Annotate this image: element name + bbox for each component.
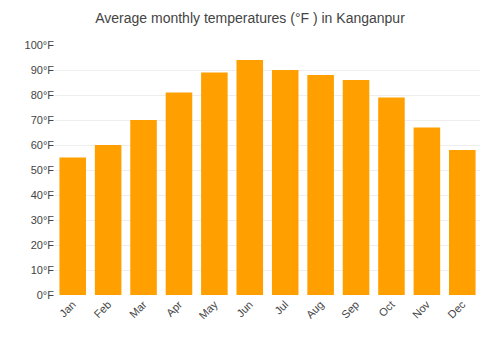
svg-text:80°F: 80°F	[31, 89, 55, 101]
svg-text:Jan: Jan	[57, 298, 78, 319]
svg-text:May: May	[197, 298, 221, 322]
svg-text:40°F: 40°F	[31, 189, 55, 201]
svg-text:60°F: 60°F	[31, 139, 55, 151]
svg-text:Aug: Aug	[304, 298, 326, 320]
svg-text:Dec: Dec	[445, 298, 468, 321]
svg-text:Jul: Jul	[272, 298, 290, 316]
svg-text:Feb: Feb	[92, 298, 114, 320]
svg-text:0°F: 0°F	[37, 289, 55, 301]
svg-text:50°F: 50°F	[31, 164, 55, 176]
svg-text:Nov: Nov	[410, 298, 433, 321]
svg-text:Oct: Oct	[376, 298, 397, 319]
svg-text:30°F: 30°F	[31, 214, 55, 226]
svg-text:70°F: 70°F	[31, 114, 55, 126]
svg-text:20°F: 20°F	[31, 239, 55, 251]
svg-text:Average monthly temperatures (: Average monthly temperatures (°F ) in Ka…	[95, 10, 405, 26]
svg-text:10°F: 10°F	[31, 264, 55, 276]
svg-text:Jun: Jun	[234, 298, 255, 319]
svg-text:Mar: Mar	[127, 298, 149, 320]
svg-text:Apr: Apr	[164, 298, 185, 319]
svg-text:90°F: 90°F	[31, 64, 55, 76]
svg-text:Sep: Sep	[339, 298, 361, 320]
svg-text:100°F: 100°F	[25, 39, 55, 51]
